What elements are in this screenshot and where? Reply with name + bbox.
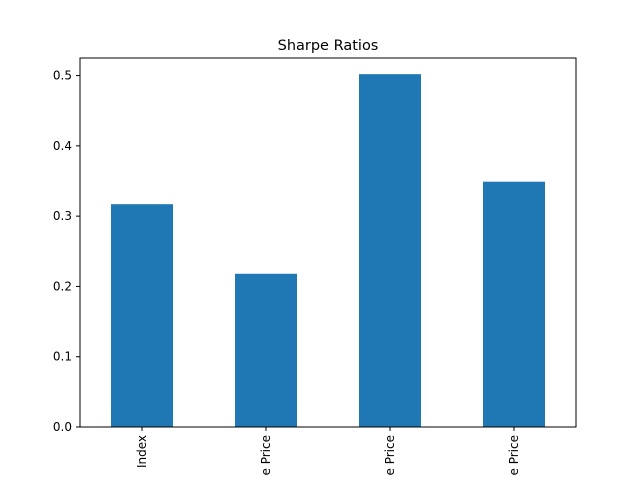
- x-tick-label-1: e Price: [259, 435, 273, 475]
- x-tick-label-2: e Price: [383, 435, 397, 475]
- y-tick-label-5: 0.5: [53, 69, 72, 83]
- y-tick-label-1: 0.1: [53, 350, 72, 364]
- bar-0: [111, 204, 173, 427]
- y-tick-label-3: 0.3: [53, 209, 72, 223]
- bar-3: [483, 181, 545, 427]
- axes-frame: [79, 57, 577, 428]
- x-tick-label-0: Index: [135, 435, 149, 468]
- plot-area: 0.0 0.1 0.2 0.3 0.4 0.5 Index e Price e Price e P…: [53, 57, 577, 475]
- bar-2: [359, 74, 421, 428]
- x-tick-label-3: e Price: [507, 435, 521, 475]
- y-tick-label-4: 0.4: [53, 139, 72, 153]
- y-tick-label-2: 0.2: [53, 279, 72, 293]
- y-tick-label-0: 0.0: [53, 420, 72, 434]
- bar-1: [235, 273, 297, 427]
- chart-title: Sharpe Ratios: [278, 38, 379, 54]
